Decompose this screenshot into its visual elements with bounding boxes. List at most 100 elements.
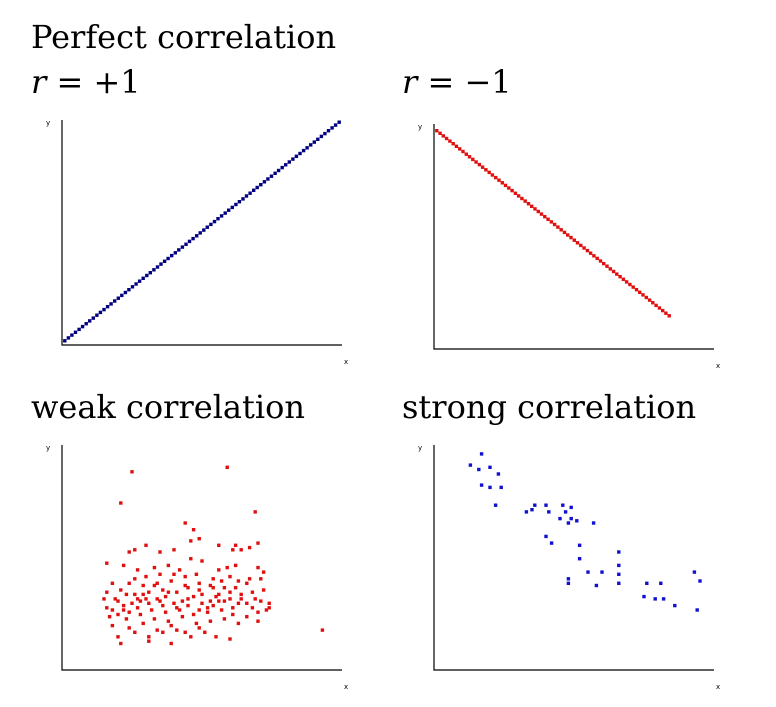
scatter-point	[166, 590, 171, 594]
scatter-point	[245, 601, 249, 605]
scatter-point	[438, 131, 442, 135]
scatter-point	[533, 207, 537, 211]
scatter-point	[205, 606, 210, 610]
scatter-point	[536, 209, 540, 214]
scatter-point	[572, 238, 576, 242]
scatter-point	[471, 157, 475, 162]
y-axis-label: y	[418, 123, 422, 131]
scatter-point	[166, 256, 170, 261]
scatter-point	[121, 563, 126, 568]
scatter-point	[141, 276, 145, 280]
scatter-point	[333, 123, 338, 127]
scatter-point	[245, 581, 249, 585]
scatter-point	[647, 298, 652, 302]
scatter-point	[219, 214, 224, 218]
panel-weak-correlation: yx	[46, 444, 348, 691]
scatter-point	[577, 557, 582, 561]
scatter-point	[234, 202, 238, 207]
scatter-point	[63, 339, 67, 343]
scatter-point	[228, 597, 232, 601]
scatter-point	[155, 265, 160, 269]
scatter-point	[524, 510, 529, 514]
scatter-point	[546, 217, 550, 221]
scatter-point	[202, 228, 206, 232]
scatter-point	[273, 171, 277, 175]
scatter-point	[523, 199, 527, 203]
scatter-point	[233, 543, 238, 547]
scatter-point	[266, 177, 270, 181]
scatter-point	[212, 219, 217, 224]
scatter-point	[520, 196, 524, 201]
scatter-point	[152, 565, 157, 570]
scatter-point	[98, 310, 103, 315]
scatter-point	[461, 149, 465, 154]
scatter-point	[569, 235, 573, 240]
scatter-point	[692, 570, 697, 574]
scatter-point	[618, 275, 622, 279]
scatter-point	[217, 592, 221, 597]
scatter-point	[205, 225, 209, 229]
scatter-point	[280, 165, 284, 170]
scatter-point	[588, 251, 593, 255]
scatter-point	[91, 316, 95, 320]
scatter-point	[147, 639, 151, 643]
scatter-point	[127, 626, 131, 630]
scatter-point	[155, 581, 159, 585]
scatter-point	[217, 568, 221, 572]
scatter-point	[119, 641, 123, 646]
scatter-point	[223, 211, 227, 215]
scatter-point	[487, 170, 491, 175]
scatter-point	[480, 165, 485, 169]
scatter-point	[595, 256, 599, 261]
y-axis-label: y	[418, 444, 422, 452]
scatter-point	[169, 641, 173, 646]
scatter-point	[448, 139, 452, 143]
scatter-point	[435, 129, 439, 133]
scatter-point	[222, 617, 227, 621]
scatter-point	[516, 194, 521, 198]
scatter-point	[556, 225, 560, 229]
scatter-point	[566, 577, 571, 581]
scatter-point	[233, 563, 238, 568]
scatter-point	[119, 588, 123, 592]
scatter-point	[499, 485, 503, 490]
scatter-point	[661, 597, 666, 601]
scatter-point	[158, 599, 162, 603]
scatter-point	[170, 253, 174, 258]
scatter-point	[634, 288, 639, 292]
scatter-point	[533, 503, 537, 507]
scatter-point	[66, 336, 71, 340]
scatter-point	[600, 570, 604, 574]
scatter-point	[189, 539, 193, 543]
scatter-point	[291, 157, 295, 161]
scatter-point	[239, 592, 243, 597]
scatter-point	[245, 615, 249, 619]
scatter-point	[544, 534, 548, 539]
scatter-point	[631, 285, 635, 289]
scatter-point	[191, 236, 195, 241]
scatter-point	[624, 280, 629, 284]
scatter-point	[194, 572, 199, 576]
scatter-point	[284, 163, 288, 167]
scatter-point	[598, 259, 603, 263]
scatter-point	[189, 557, 193, 561]
scatter-point	[135, 606, 140, 610]
scatter-point	[102, 597, 106, 601]
panel-strong-correlation: yx	[418, 444, 720, 691]
scatter-point	[203, 630, 207, 634]
scatter-point	[197, 581, 201, 585]
scatter-point	[698, 579, 702, 583]
scatter-point	[187, 239, 192, 244]
scatter-point	[653, 597, 657, 601]
scatter-point	[667, 314, 671, 318]
title-perfect-correlation: Perfect correlation	[31, 18, 337, 56]
scatter-point	[458, 147, 462, 151]
scatter-point	[214, 635, 218, 639]
scatter-point	[152, 617, 157, 621]
scatter-point	[244, 194, 249, 198]
scatter-point	[113, 299, 117, 303]
scatter-point	[252, 188, 256, 192]
scatter-point	[577, 543, 582, 547]
scatter-point	[236, 601, 241, 605]
scatter-point	[638, 290, 642, 294]
